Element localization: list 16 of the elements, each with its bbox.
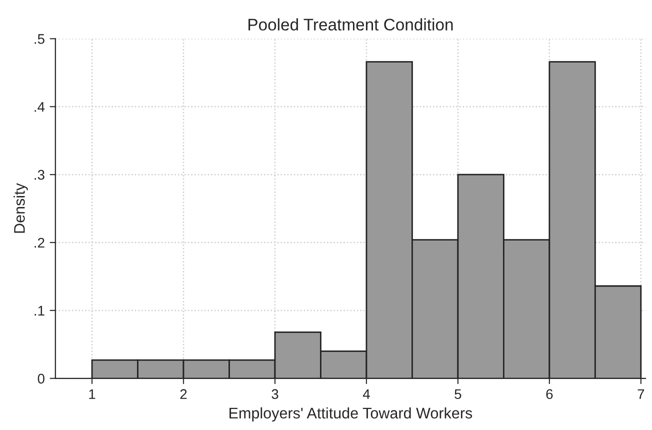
chart-title: Pooled Treatment Condition — [248, 18, 453, 31]
x-tick-label: 4 — [362, 389, 370, 399]
x-tick-label: 1 — [89, 389, 96, 399]
x-tick-label: 3 — [272, 389, 278, 400]
x-tick-label: 2 — [180, 389, 187, 399]
y-axis-title: Density — [14, 183, 28, 233]
x-tick-label: 7 — [638, 389, 644, 399]
y-tick-label: .5 — [34, 34, 44, 44]
x-tick-label: 5 — [454, 389, 462, 400]
y-tick-label: .4 — [34, 102, 45, 112]
y-tick-label: .2 — [34, 238, 44, 248]
x-axis-title: Employers' Attitude Toward Workers — [230, 407, 472, 422]
y-tick-label: .1 — [34, 306, 44, 316]
y-tick-label: 0 — [38, 374, 44, 384]
y-tick-label: .3 — [34, 170, 44, 180]
x-tick-label: 6 — [546, 389, 553, 400]
